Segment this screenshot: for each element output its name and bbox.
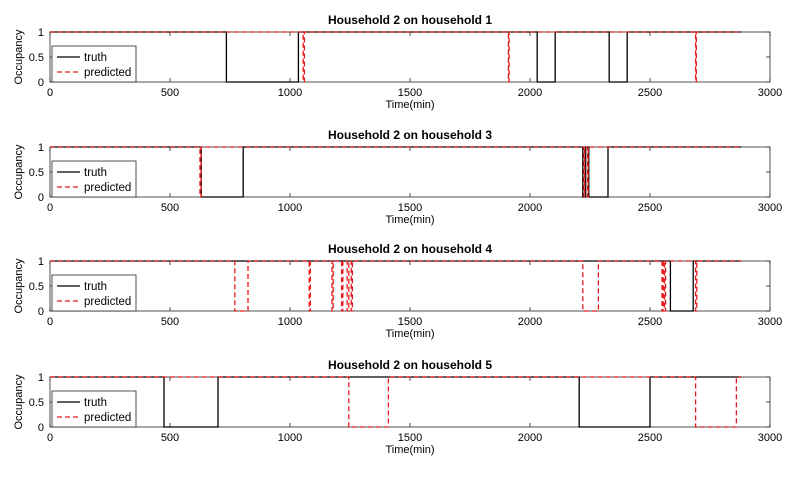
chart-title: Household 2 on household 5	[328, 358, 492, 372]
plot-area	[49, 31, 771, 83]
y-axis-label: Occupancy	[13, 258, 25, 314]
y-tick-label: 0.5	[29, 397, 44, 409]
legend-label-truth: truth	[84, 167, 107, 179]
x-tick-label: 500	[161, 87, 179, 99]
x-tick-label: 2500	[638, 432, 662, 444]
x-tick-label: 2000	[518, 432, 542, 444]
legend-box	[51, 45, 137, 83]
chart-panel-4: Household 2 on household 5 0 500 1000 1500 20…	[13, 358, 782, 456]
y-tick-label: 0.5	[29, 281, 44, 293]
x-tick-label: 1500	[398, 432, 422, 444]
y-tick-label: 1	[38, 372, 44, 384]
x-tick-label: 0	[47, 202, 53, 214]
y-tick-label: 0	[38, 192, 44, 204]
legend-box	[51, 390, 137, 428]
series-line-truth	[50, 31, 742, 83]
x-tick-label: 500	[161, 202, 179, 214]
x-tick-label: 2000	[518, 87, 542, 99]
y-tick-label: 0.5	[29, 52, 44, 64]
x-tick-label: 2000	[518, 316, 542, 328]
x-tick-label: 3000	[758, 87, 782, 99]
chart-title: Household 2 on household 4	[328, 242, 492, 256]
x-tick-label: 1000	[278, 316, 302, 328]
chart-title: Household 2 on household 3	[328, 128, 492, 142]
y-tick-label: 1	[38, 27, 44, 39]
chart-panel-1: Household 2 on household 1 0 500 1000 1500 20…	[13, 13, 782, 111]
x-tick-label: 1000	[278, 87, 302, 99]
plot-area	[49, 376, 771, 428]
x-axis-label: Time(min)	[385, 214, 434, 226]
y-axis-label: Occupancy	[13, 29, 25, 85]
y-tick-label: 0	[38, 422, 44, 434]
x-axis-label: Time(min)	[385, 444, 434, 456]
legend-label-truth: truth	[84, 281, 107, 293]
y-tick-label: 0.5	[29, 167, 44, 179]
legend-box	[51, 274, 137, 312]
chart-panel-3: Household 2 on household 4 0 500 1000 1500 20…	[13, 242, 782, 340]
x-tick-label: 1500	[398, 202, 422, 214]
series-line-predicted	[50, 260, 742, 312]
x-tick-label: 3000	[758, 316, 782, 328]
legend-label-truth: truth	[84, 52, 107, 64]
series-line-predicted	[50, 376, 742, 428]
x-tick-label: 2500	[638, 316, 662, 328]
legend-label-predicted: predicted	[84, 182, 131, 194]
legend-box	[51, 160, 137, 198]
x-tick-label: 3000	[758, 432, 782, 444]
x-tick-label: 500	[161, 432, 179, 444]
series-line-predicted	[50, 31, 742, 83]
chart-panel-2: Household 2 on household 3 0 500 1000 1500 20…	[13, 128, 782, 226]
y-axis-label: Occupancy	[13, 144, 25, 200]
chart-title: Household 2 on household 1	[328, 13, 492, 27]
x-tick-label: 0	[47, 87, 53, 99]
legend-label-truth: truth	[84, 397, 107, 409]
y-tick-label: 0	[38, 306, 44, 318]
plot-area	[49, 146, 771, 198]
x-tick-label: 1000	[278, 202, 302, 214]
x-tick-label: 3000	[758, 202, 782, 214]
y-axis-label: Occupancy	[13, 374, 25, 430]
x-tick-label: 2000	[518, 202, 542, 214]
legend-label-predicted: predicted	[84, 296, 131, 308]
x-tick-label: 0	[47, 316, 53, 328]
y-tick-label: 1	[38, 142, 44, 154]
x-tick-label: 2500	[638, 87, 662, 99]
x-tick-label: 1500	[398, 316, 422, 328]
x-axis-label: Time(min)	[385, 328, 434, 340]
y-tick-label: 0	[38, 77, 44, 89]
series-line-predicted	[50, 146, 742, 198]
x-tick-label: 1000	[278, 432, 302, 444]
x-axis-label: Time(min)	[385, 99, 434, 111]
x-tick-label: 0	[47, 432, 53, 444]
legend-label-predicted: predicted	[84, 67, 131, 79]
x-tick-label: 2500	[638, 202, 662, 214]
legend-label-predicted: predicted	[84, 412, 131, 424]
y-tick-label: 1	[38, 256, 44, 268]
x-tick-label: 1500	[398, 87, 422, 99]
x-tick-label: 500	[161, 316, 179, 328]
